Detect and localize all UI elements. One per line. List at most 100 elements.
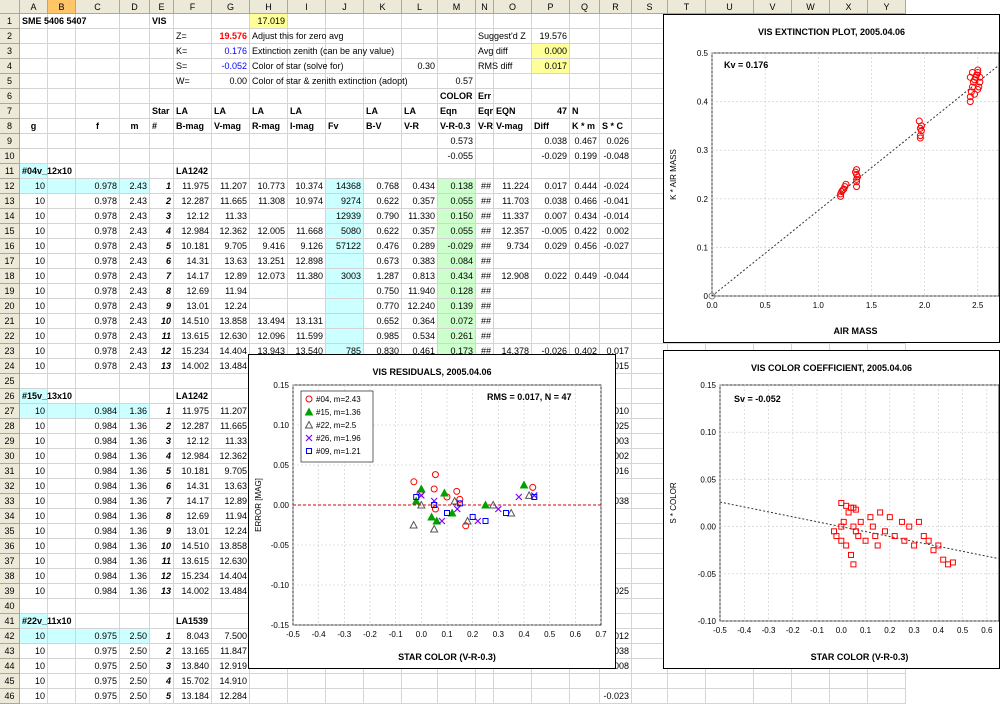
cell-C30[interactable]: 0.984 <box>76 449 120 464</box>
column-header-N[interactable]: N <box>476 0 494 14</box>
cell-D36[interactable]: 1.36 <box>120 539 150 554</box>
cell-B40[interactable] <box>48 599 76 614</box>
cell-Q9[interactable]: 0.467 <box>570 134 600 149</box>
cell-G7[interactable]: LA <box>212 104 250 119</box>
cell-L5[interactable] <box>402 74 438 89</box>
cell-M13[interactable]: 0.055 <box>438 194 476 209</box>
cell-H46[interactable] <box>250 689 288 704</box>
cell-A44[interactable]: 10 <box>20 659 48 674</box>
cell-B39[interactable] <box>48 584 76 599</box>
cell-I15[interactable]: 11.668 <box>288 224 326 239</box>
row-header[interactable]: 45 <box>0 674 20 689</box>
cell-A34[interactable]: 10 <box>20 509 48 524</box>
cell-A7[interactable] <box>20 104 48 119</box>
row-header[interactable]: 30 <box>0 449 20 464</box>
cell-F46[interactable]: 13.184 <box>174 689 212 704</box>
cell-N18[interactable]: ## <box>476 269 494 284</box>
cell-O11[interactable] <box>494 164 532 179</box>
cell-R6[interactable] <box>600 89 632 104</box>
cell-E36[interactable]: 10 <box>150 539 174 554</box>
cell-D42[interactable]: 2.50 <box>120 629 150 644</box>
cell-C46[interactable]: 0.975 <box>76 689 120 704</box>
cell-H21[interactable]: 13.494 <box>250 314 288 329</box>
cell-D10[interactable] <box>120 149 150 164</box>
cell-D39[interactable]: 1.36 <box>120 584 150 599</box>
cell-O18[interactable]: 12.908 <box>494 269 532 284</box>
cell-O2[interactable] <box>494 29 532 44</box>
cell-L45[interactable] <box>402 674 438 689</box>
cell-E41[interactable] <box>150 614 174 629</box>
cell-D17[interactable]: 2.43 <box>120 254 150 269</box>
cell-Q20[interactable] <box>570 299 600 314</box>
cell-P21[interactable] <box>532 314 570 329</box>
cell-Q7[interactable]: N <box>570 104 600 119</box>
cell-D16[interactable]: 2.43 <box>120 239 150 254</box>
cell-E25[interactable] <box>150 374 174 389</box>
cell-C8[interactable]: f <box>76 119 120 134</box>
cell-J16[interactable]: 57122 <box>326 239 364 254</box>
column-header-F[interactable]: F <box>174 0 212 14</box>
cell-G32[interactable]: 13.63 <box>212 479 250 494</box>
cell-D5[interactable] <box>120 74 150 89</box>
cell-F11[interactable]: LA1242 <box>174 164 212 179</box>
cell-D41[interactable] <box>120 614 150 629</box>
cell-O16[interactable]: 9.734 <box>494 239 532 254</box>
cell-K9[interactable] <box>364 134 402 149</box>
row-header[interactable]: 9 <box>0 134 20 149</box>
cell-Q4[interactable] <box>570 59 600 74</box>
cell-N2[interactable]: Suggest'd Z <box>476 29 526 44</box>
cell-A43[interactable]: 10 <box>20 644 48 659</box>
cell-B9[interactable] <box>48 134 76 149</box>
cell-G2[interactable]: 19.576 <box>212 29 250 44</box>
cell-G5[interactable]: 0.00 <box>212 74 250 89</box>
cell-A27[interactable]: 10 <box>20 404 48 419</box>
cell-F24[interactable]: 14.002 <box>174 359 212 374</box>
cell-B45[interactable] <box>48 674 76 689</box>
cell-D28[interactable]: 1.36 <box>120 419 150 434</box>
cell-G23[interactable]: 14.404 <box>212 344 250 359</box>
cell-E16[interactable]: 5 <box>150 239 174 254</box>
cell-G15[interactable]: 12.362 <box>212 224 250 239</box>
row-header[interactable]: 28 <box>0 419 20 434</box>
cell-W46[interactable] <box>792 689 830 704</box>
cell-L46[interactable] <box>402 689 438 704</box>
cell-E44[interactable]: 3 <box>150 659 174 674</box>
column-header-X[interactable]: X <box>830 0 868 14</box>
cell-E37[interactable]: 11 <box>150 554 174 569</box>
cell-N45[interactable] <box>476 674 494 689</box>
cell-N22[interactable]: ## <box>476 329 494 344</box>
cell-A25[interactable] <box>20 374 48 389</box>
cell-R38[interactable] <box>600 569 632 584</box>
cell-B44[interactable] <box>48 659 76 674</box>
cell-Y46[interactable] <box>868 689 906 704</box>
cell-K13[interactable]: 0.622 <box>364 194 402 209</box>
cell-C5[interactable] <box>76 74 120 89</box>
cell-F19[interactable]: 12.69 <box>174 284 212 299</box>
cell-M10[interactable]: -0.055 <box>438 149 476 164</box>
cell-H6[interactable] <box>250 89 288 104</box>
cell-L15[interactable]: 0.357 <box>402 224 438 239</box>
column-header-O[interactable]: O <box>494 0 532 14</box>
cell-H8[interactable]: R-mag <box>250 119 288 134</box>
cell-P19[interactable] <box>532 284 570 299</box>
row-header[interactable]: 40 <box>0 599 20 614</box>
cell-C22[interactable]: 0.978 <box>76 329 120 344</box>
row-header[interactable]: 37 <box>0 554 20 569</box>
cell-R29[interactable]: -0.003 <box>600 434 632 449</box>
cell-R46[interactable]: -0.023 <box>600 689 632 704</box>
row-header[interactable]: 36 <box>0 539 20 554</box>
column-header-R[interactable]: R <box>600 0 632 14</box>
cell-L2[interactable] <box>402 29 438 44</box>
cell-R30[interactable]: -0.002 <box>600 449 632 464</box>
cell-B33[interactable] <box>48 494 76 509</box>
cell-I11[interactable] <box>288 164 326 179</box>
cell-N15[interactable]: ## <box>476 224 494 239</box>
cell-H11[interactable] <box>250 164 288 179</box>
cell-E40[interactable] <box>150 599 174 614</box>
cell-F12[interactable]: 11.975 <box>174 179 212 194</box>
cell-P2[interactable]: 19.576 <box>532 29 570 44</box>
cell-O1[interactable] <box>494 14 532 29</box>
cell-A12[interactable]: 10 <box>20 179 48 194</box>
cell-I8[interactable]: I-mag <box>288 119 326 134</box>
cell-D1[interactable] <box>120 14 150 29</box>
